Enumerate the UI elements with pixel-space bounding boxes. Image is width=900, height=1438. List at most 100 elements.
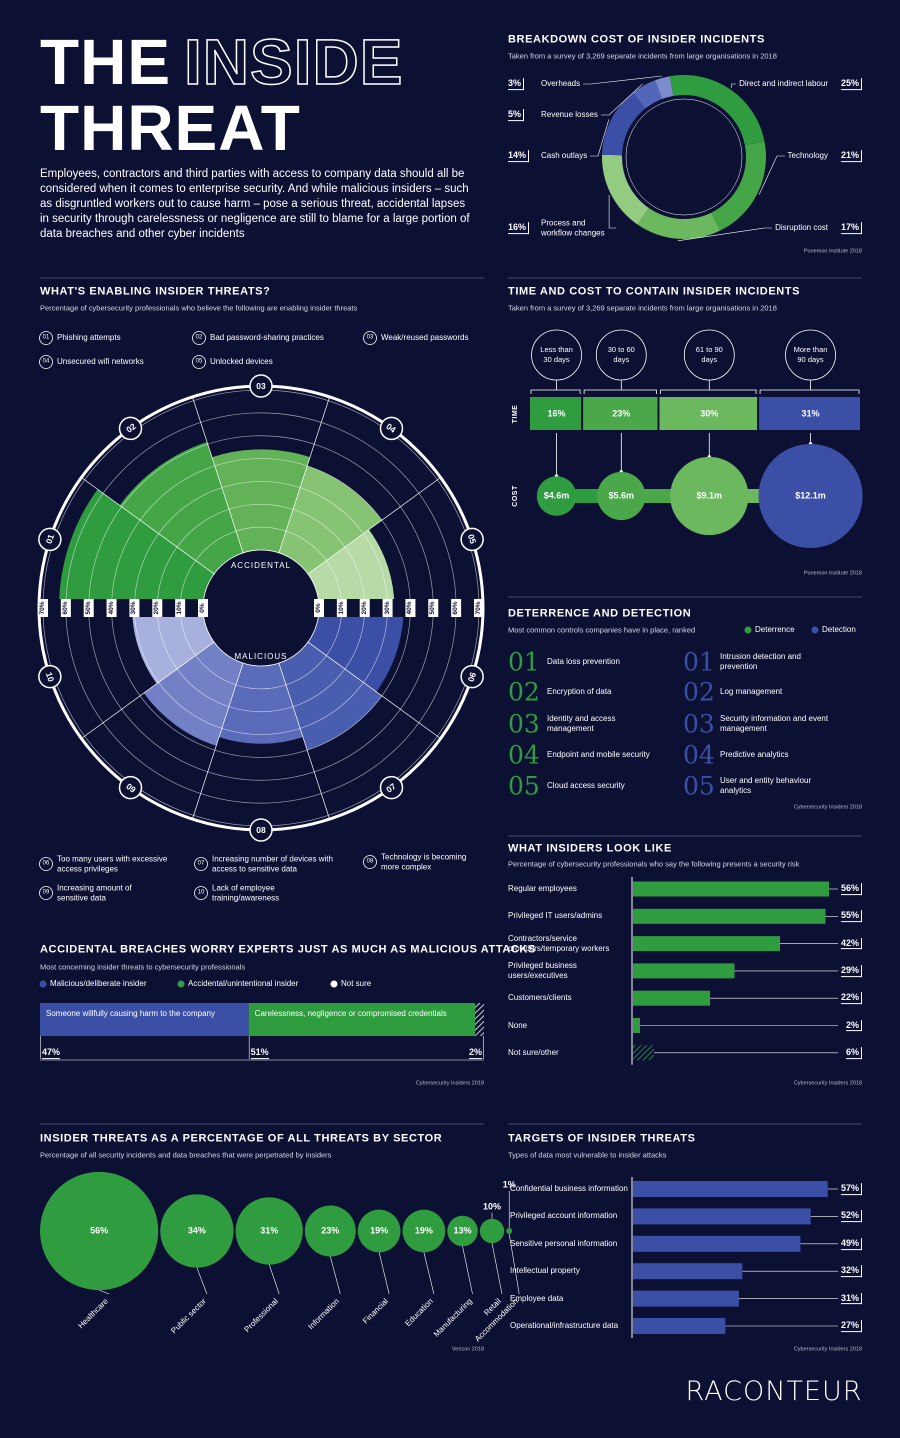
category-label: Contractors/service providers/temporary … [508,933,610,953]
spoke [192,396,244,553]
tick-box [83,599,94,617]
rank-number: 02 [683,677,715,707]
r-tick-label: 50% [429,601,437,615]
control-label: Endpoint and mobile security [547,750,650,759]
bubble-value: 56% [90,1225,109,1236]
bubble [304,1205,356,1257]
legend-dot [811,626,819,634]
r-tick-label: 10% [337,601,345,615]
spoke [81,477,215,575]
bar-value: 52% [840,1210,862,1223]
control-label: User and entity behaviour analytics [720,776,812,795]
cost-circle [670,456,749,536]
bracket [583,389,657,394]
legend-number: 04 [42,358,50,365]
period-label: Less than 30 days [540,345,573,364]
bar [633,1045,654,1061]
cost-value: $5.6m [608,490,635,501]
legend-dot [39,980,47,988]
category-label: Privileged account information [510,1211,618,1221]
axis-label: TIME [511,404,519,423]
bracket [759,389,860,394]
section-title: TIME AND COST TO CONTAIN INSIDER INCIDEN… [508,285,801,298]
bar [633,936,780,952]
label-leader [268,1264,280,1295]
intro-text: Employees, contractors and third parties… [40,168,470,240]
wedge [59,489,215,608]
segment-label: Revenue losses [541,110,598,120]
cost-circle [597,471,646,521]
leader-line [731,83,736,88]
bubble-value: 1% [502,1179,516,1190]
source: Verizon 2018 [451,1346,484,1353]
segment-value: 51% [250,1047,269,1059]
legend-number: 02 [195,334,203,341]
bubble [357,1209,401,1253]
bubble [160,1194,234,1268]
r-tick-label: 40% [406,601,414,615]
legend-label: Not sure [341,979,372,989]
bar [633,1318,726,1334]
legend-label: Accidental/unintentional insider [188,979,299,989]
segment-value: 2% [468,1047,482,1059]
threat-label: Unlocked devices [210,357,273,367]
group-label: ACCIDENTAL [230,561,292,571]
rank-number: 04 [508,740,540,770]
legend-number: 01 [42,334,50,341]
bar [633,1235,801,1252]
spoke [278,396,330,553]
badge-number: 08 [256,824,266,835]
legend-number: 10 [197,889,205,896]
legend-badge [192,355,206,369]
segment-value: 47% [42,1047,61,1059]
r-tick-label: 60% [452,601,460,615]
period-circle [595,329,647,381]
spoke [81,641,215,739]
segment-label: Process and workflow changes [541,218,605,237]
legend-badge [194,886,208,900]
bar [633,1018,640,1033]
segment-value: 25% [840,78,862,90]
donut-segment [669,75,765,146]
cost-value: $4.6m [543,490,570,501]
spoke [278,663,330,820]
bubble-value: 19% [370,1225,389,1236]
bar-value: 56% [840,883,862,895]
segment-text: Carelessness, negligence or compromised … [254,1009,447,1018]
control-label: Predictive analytics [720,750,789,759]
category-label: Customers/clients [508,993,572,1003]
bubble [402,1209,446,1253]
segment-label: Disruption cost [775,223,828,233]
legend-dot [744,626,752,634]
stack-segment [40,1003,249,1036]
bubble-value: 19% [414,1225,433,1236]
bar [633,881,829,897]
donut-segment [637,208,720,239]
number-badge [379,775,404,800]
label-leader [462,1246,473,1295]
leader-line [758,155,785,195]
r-tick-label: 20% [153,601,161,615]
wedge [119,441,244,574]
donut-segment [655,76,674,99]
bar [633,990,710,1006]
stack-segment [248,1003,476,1036]
donut-segment [602,92,646,156]
spoke [307,477,441,575]
control-label: Data loss prevention [547,657,620,666]
rank-number: 05 [683,771,715,801]
control-label: Cloud access security [547,781,625,790]
segment-value: 21% [840,150,862,162]
bar-value: 23% [612,408,631,419]
cost-value: $12.1m [795,490,826,501]
section-subtitle: Taken from a survey of 3,269 separate in… [508,303,777,313]
bubble-value: 23% [321,1225,340,1236]
number-badge [379,416,404,441]
legend-number: 07 [197,860,205,867]
period-label: 30 to 60 days [607,345,635,364]
segment-label: Direct and indirect labour [739,79,828,89]
section-subtitle: Percentage of all security incidents and… [40,1150,332,1160]
donut-segment [601,154,649,225]
time-bar [530,397,582,430]
